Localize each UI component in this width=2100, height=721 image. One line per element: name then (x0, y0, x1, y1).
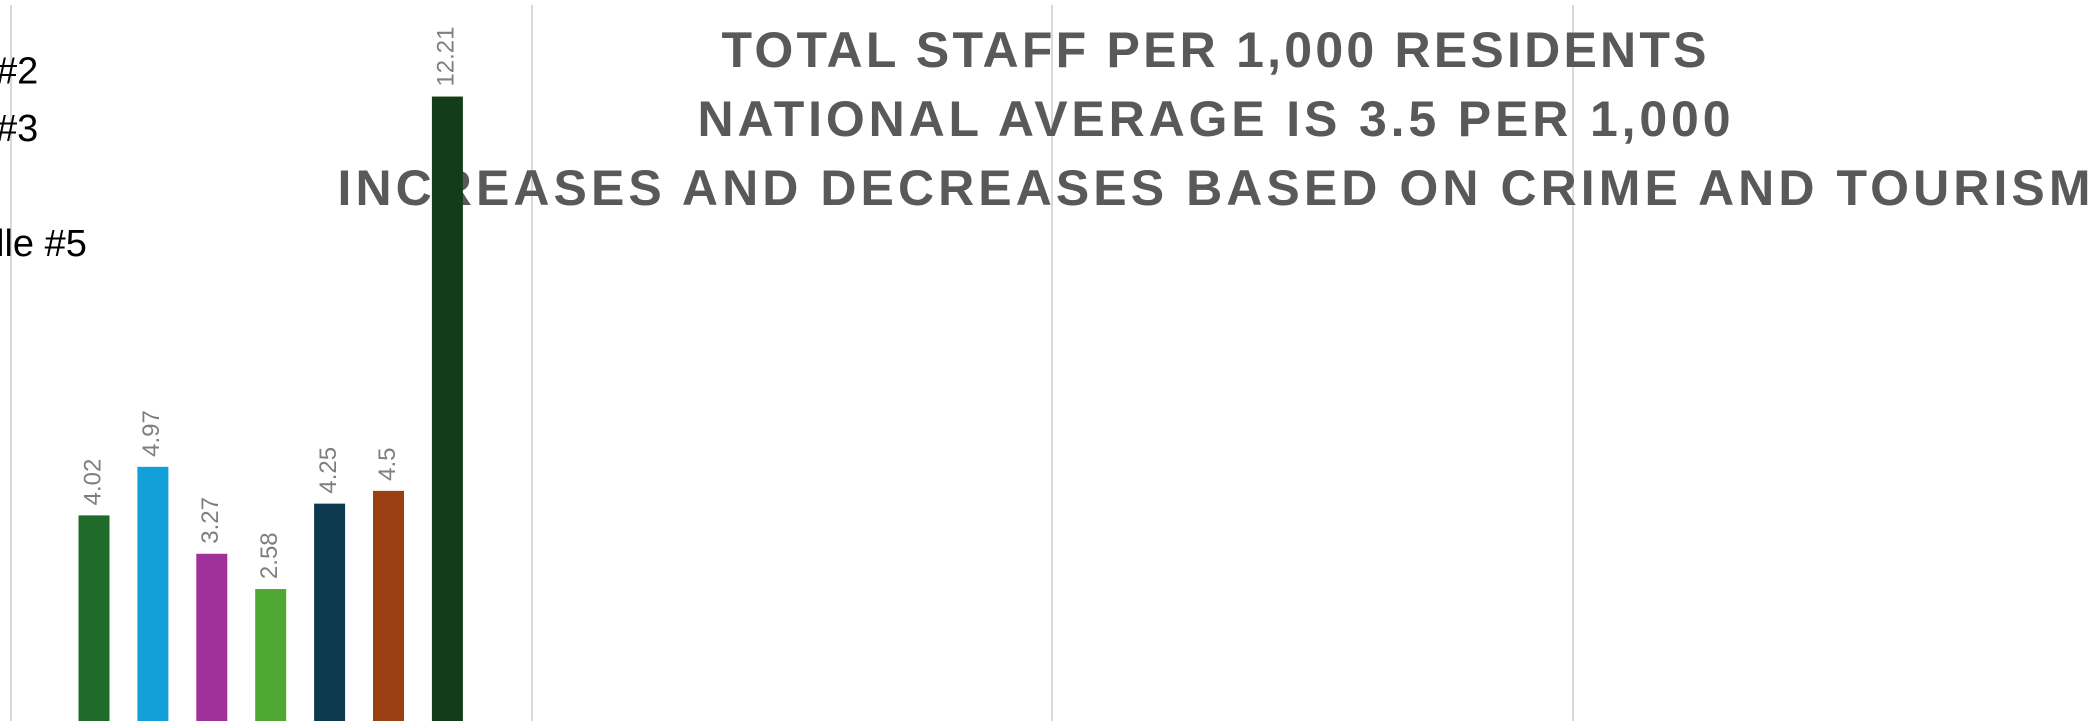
chart-title: INCREASES AND DECREASES BASED ON CRIME A… (338, 160, 2093, 216)
legend-label: lle #5 (0, 223, 87, 265)
legend-label: #2 (0, 51, 38, 93)
chart-title: NATIONAL AVERAGE IS 3.5 PER 1,000 (698, 91, 1733, 147)
value-label: 12.21 (433, 26, 460, 86)
bar (373, 490, 404, 721)
bar (196, 553, 228, 721)
value-label: 4.97 (138, 410, 165, 457)
value-label: 4.02 (79, 459, 106, 506)
value-label: 3.27 (197, 497, 224, 544)
bar (431, 96, 463, 721)
bar (137, 466, 169, 721)
gridlines (10, 5, 1574, 721)
bar (78, 515, 110, 721)
value-label: 4.25 (315, 447, 342, 494)
value-label: 4.5 (374, 447, 401, 480)
legend-label: #3 (0, 108, 38, 150)
chart-title: TOTAL STAFF PER 1,000 RESIDENTS (722, 22, 1709, 78)
bar (314, 503, 346, 721)
bar (255, 589, 287, 721)
value-label: 2.58 (256, 532, 283, 579)
